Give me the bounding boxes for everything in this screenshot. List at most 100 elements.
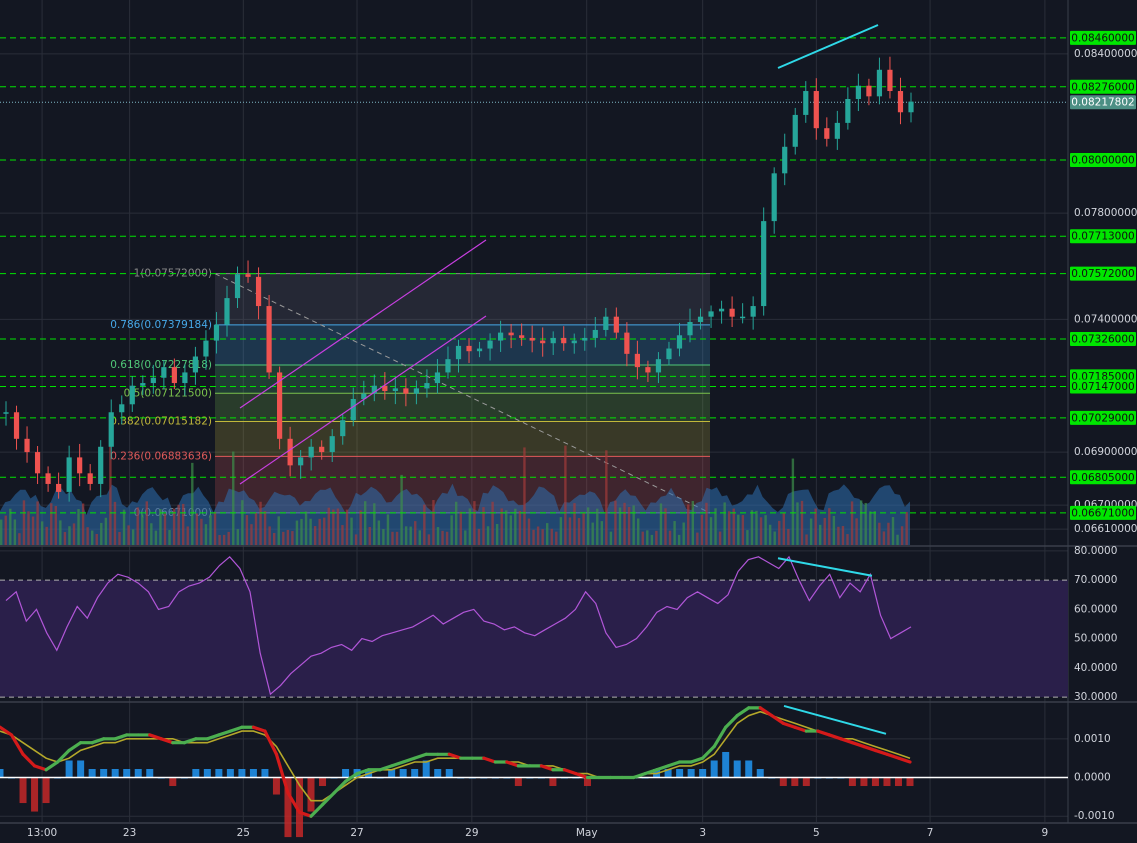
macd-histogram-bar bbox=[215, 768, 223, 778]
macd-histogram-bar bbox=[664, 768, 672, 778]
candle-body bbox=[350, 398, 356, 421]
candle-body bbox=[876, 69, 883, 97]
volume-bar bbox=[27, 511, 30, 545]
candle-body bbox=[634, 353, 640, 368]
volume-bar bbox=[505, 510, 508, 545]
volume-bar bbox=[300, 518, 303, 545]
volume-bar bbox=[814, 508, 817, 545]
macd-line-segment bbox=[274, 752, 290, 795]
macd-histogram-bar bbox=[123, 768, 131, 778]
volume-bar bbox=[536, 526, 540, 545]
candle-body bbox=[87, 473, 93, 484]
volume-bar bbox=[746, 530, 749, 545]
time-axis-label: 13:00 bbox=[27, 827, 57, 839]
volume-bar bbox=[63, 532, 67, 545]
volume-bar bbox=[600, 521, 603, 545]
volume-bar bbox=[495, 523, 499, 545]
price-tags: 0.08460000 0.08276000 0.08000000 0.07713000… bbox=[1070, 30, 1136, 520]
price-axis-label: 0.08400000 bbox=[1074, 48, 1137, 60]
macd-line-segment bbox=[447, 752, 463, 760]
volume-bar bbox=[623, 502, 626, 545]
time-axis-label: 25 bbox=[237, 827, 250, 839]
candle-body bbox=[403, 388, 409, 394]
volume-bar bbox=[841, 526, 845, 545]
level-price-tag[interactable] bbox=[1070, 505, 1136, 520]
level-price-tag[interactable] bbox=[1070, 79, 1136, 94]
channel-upper-line[interactable] bbox=[239, 239, 487, 409]
rsi-divergence-line[interactable] bbox=[777, 557, 873, 577]
time-axis-label: 3 bbox=[699, 827, 706, 839]
level-price-tag[interactable] bbox=[1070, 153, 1136, 168]
macd-histogram-bar bbox=[745, 760, 753, 778]
level-price-tag[interactable] bbox=[1070, 379, 1136, 394]
volume-bar bbox=[232, 451, 235, 545]
volume-bar bbox=[273, 533, 276, 545]
volume-bar bbox=[91, 530, 94, 545]
fib-zone-0.618 bbox=[215, 365, 710, 394]
level-price-tag[interactable] bbox=[1070, 410, 1136, 425]
volume-bar bbox=[104, 517, 108, 545]
macd-histogram-bar bbox=[445, 768, 453, 778]
macd-divergence-line[interactable] bbox=[783, 704, 887, 735]
candle-body bbox=[803, 91, 809, 115]
level-price-tag-text: 0.07029000 bbox=[1071, 412, 1134, 424]
volume-bar bbox=[227, 531, 230, 545]
macd-histogram-bar bbox=[894, 777, 902, 787]
volume-bar bbox=[778, 520, 781, 545]
level-price-tag[interactable] bbox=[1070, 470, 1136, 485]
macd-histogram-bar bbox=[583, 777, 591, 787]
volume-bar bbox=[54, 505, 57, 545]
candle-body bbox=[529, 337, 535, 341]
volume-bar bbox=[696, 532, 699, 545]
macd-line-segment bbox=[505, 760, 520, 768]
volume-bar bbox=[427, 534, 431, 545]
volume-bar bbox=[218, 534, 221, 545]
volume-bar bbox=[687, 504, 690, 545]
macd-signal-line bbox=[0, 710, 911, 802]
level-price-tag[interactable] bbox=[1070, 331, 1136, 346]
volume-bar bbox=[400, 474, 403, 545]
channel-lower-line[interactable] bbox=[239, 315, 487, 485]
candle-body bbox=[603, 316, 609, 330]
candle-body bbox=[129, 385, 135, 405]
macd-line-segment bbox=[182, 737, 198, 745]
volume-bar bbox=[641, 531, 644, 545]
candle-body bbox=[329, 436, 335, 453]
level-price-tag[interactable] bbox=[1070, 266, 1136, 281]
macd-histogram-bar bbox=[319, 777, 327, 787]
rsi-panel bbox=[0, 555, 1068, 698]
candle-body bbox=[213, 324, 220, 341]
macd-histogram-bar bbox=[88, 768, 96, 778]
macd-histogram-bar bbox=[203, 768, 211, 778]
price-axis-label: 0.06610000 bbox=[1074, 523, 1137, 535]
volume-bar bbox=[204, 524, 208, 545]
level-price-tag[interactable] bbox=[1070, 229, 1136, 244]
volume-bar bbox=[45, 526, 48, 545]
trend-drawings[interactable] bbox=[239, 24, 879, 485]
level-price-tag[interactable] bbox=[1070, 30, 1136, 45]
macd-line-segment bbox=[67, 741, 83, 753]
volume-bar bbox=[136, 507, 139, 545]
volume-bar bbox=[477, 528, 481, 545]
macd-line-segment bbox=[862, 744, 878, 753]
volume-bar bbox=[254, 512, 258, 545]
volume-bar bbox=[837, 526, 840, 545]
macd-histogram-bar bbox=[65, 760, 73, 778]
volume-bar bbox=[882, 531, 886, 545]
volume-bar bbox=[350, 517, 353, 545]
volume-bar bbox=[373, 503, 376, 545]
macd-histogram-bar bbox=[802, 777, 810, 787]
volume-bar bbox=[450, 515, 453, 545]
macd-line-segment bbox=[90, 737, 106, 745]
volume-bar bbox=[291, 531, 294, 545]
volume-bar bbox=[750, 510, 754, 545]
volume-bar bbox=[382, 529, 385, 545]
volume-bar bbox=[468, 508, 472, 545]
volume-bar bbox=[268, 526, 271, 545]
rsi-axis-label: 40.0000 bbox=[1074, 662, 1117, 674]
volume-bar bbox=[59, 520, 62, 545]
price-divergence-line[interactable] bbox=[777, 24, 879, 69]
macd-line-segment bbox=[896, 756, 912, 764]
candle-body bbox=[908, 101, 914, 113]
